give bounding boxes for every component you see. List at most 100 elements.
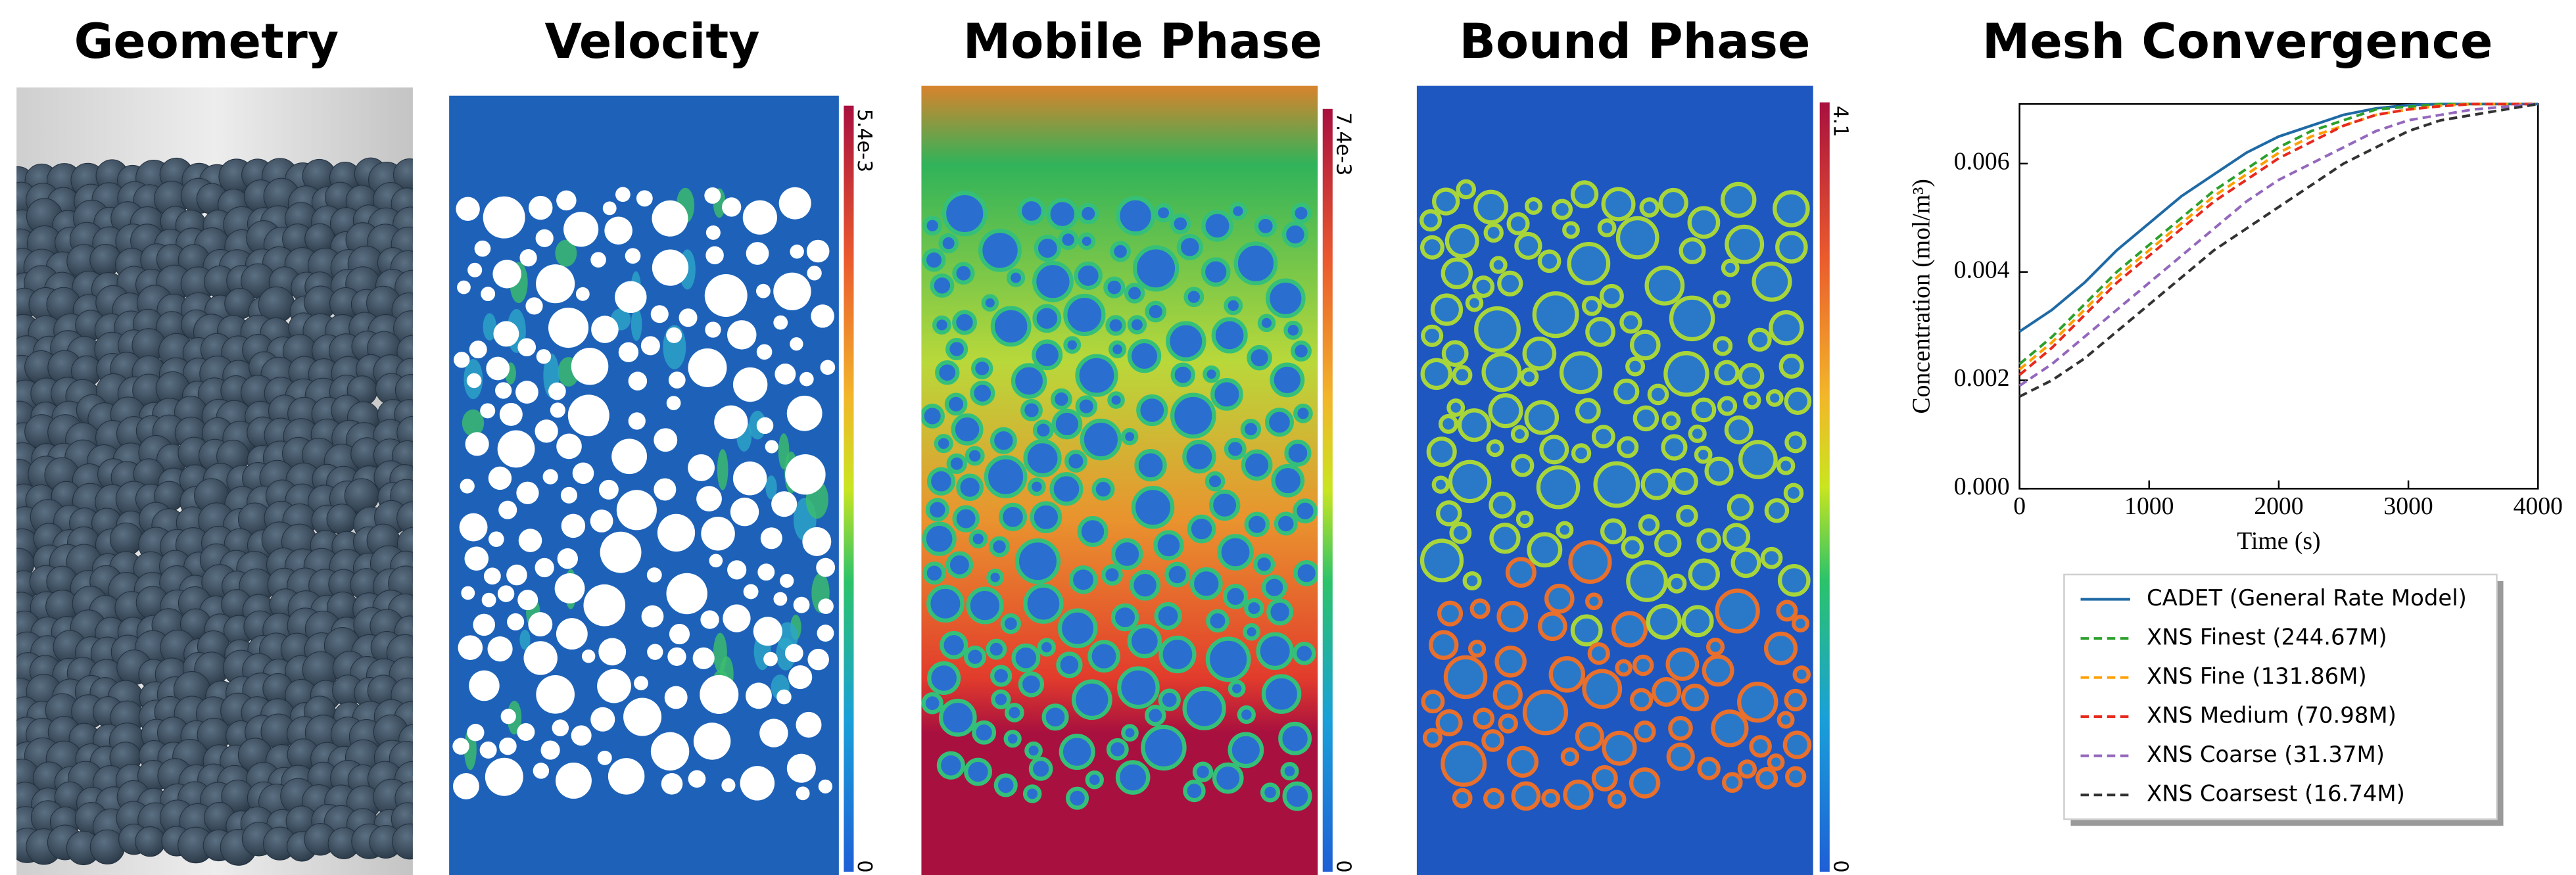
particle <box>1610 792 1624 807</box>
particle <box>785 454 825 494</box>
particle <box>705 274 748 317</box>
particle <box>495 382 512 398</box>
particle <box>568 394 609 436</box>
particle <box>972 383 993 404</box>
particle <box>573 462 594 484</box>
particle <box>759 719 788 747</box>
particle <box>623 698 661 736</box>
particle <box>1243 452 1270 479</box>
particle <box>973 360 991 377</box>
particle <box>1723 184 1754 216</box>
particle <box>667 648 686 666</box>
particle <box>1147 303 1164 320</box>
particle <box>780 574 794 588</box>
particle <box>773 273 811 310</box>
particle <box>571 725 592 745</box>
particle <box>485 758 523 796</box>
particle <box>1467 296 1481 310</box>
particle <box>1716 362 1737 383</box>
particle <box>1650 386 1667 403</box>
particle <box>599 480 619 500</box>
particle <box>519 529 542 552</box>
particle <box>924 218 940 233</box>
particle <box>1707 459 1732 484</box>
particle <box>779 187 811 220</box>
particle <box>727 560 746 579</box>
particle <box>1729 496 1752 518</box>
particle <box>1663 437 1685 459</box>
particle <box>1123 726 1136 740</box>
particle <box>1034 342 1061 369</box>
particle <box>1035 421 1052 438</box>
particle <box>939 753 963 778</box>
particle <box>1450 462 1489 501</box>
particle <box>721 778 735 792</box>
particle <box>647 644 663 660</box>
particle <box>1623 538 1642 556</box>
particle <box>1690 561 1718 588</box>
particle <box>1080 518 1107 545</box>
particle <box>991 538 1008 556</box>
particle <box>1272 365 1303 396</box>
flow-spot <box>717 449 728 490</box>
particle <box>517 590 538 610</box>
particle <box>493 321 519 346</box>
particle <box>1044 705 1067 728</box>
particle <box>1669 745 1693 769</box>
particle <box>1293 205 1309 222</box>
particle <box>1001 505 1025 529</box>
particle <box>499 738 517 755</box>
particle <box>1491 395 1521 426</box>
particle <box>1454 367 1471 383</box>
particle <box>1068 789 1087 808</box>
y-tick-label: 0.002 <box>1954 364 2010 392</box>
particle <box>1119 669 1157 707</box>
particle <box>1274 466 1303 496</box>
particle <box>1540 613 1565 639</box>
particle <box>1684 607 1712 635</box>
particle <box>1525 339 1554 368</box>
particle <box>1243 421 1259 437</box>
particle <box>1654 679 1679 705</box>
particle <box>657 514 695 552</box>
particle <box>1185 782 1203 800</box>
particle <box>688 348 727 387</box>
particle <box>1256 217 1275 235</box>
particle <box>1184 442 1214 471</box>
particle <box>1569 244 1609 283</box>
particle <box>1130 317 1145 332</box>
particle <box>1017 540 1059 582</box>
particle <box>1189 517 1214 542</box>
particle <box>1207 473 1223 489</box>
particle <box>1594 427 1613 446</box>
particle <box>1465 573 1480 588</box>
particle <box>953 415 982 444</box>
colorbar-min: 0 <box>1331 860 1354 872</box>
particle <box>1060 231 1076 248</box>
particle <box>757 417 774 435</box>
particle <box>1681 239 1704 262</box>
particle <box>944 193 985 234</box>
particle <box>1781 356 1802 377</box>
particle <box>1103 566 1120 583</box>
particle <box>467 373 482 389</box>
particle <box>590 252 606 268</box>
particle <box>733 461 767 495</box>
particle <box>1239 707 1254 722</box>
particle <box>453 773 479 799</box>
particle <box>1794 617 1807 630</box>
flow-spot <box>713 633 727 673</box>
particle <box>576 287 590 301</box>
particle <box>556 191 577 211</box>
particle <box>773 316 788 330</box>
legend-label: XNS Coarsest (16.74M) <box>2147 781 2405 807</box>
particle <box>583 584 625 627</box>
particle <box>1032 503 1061 531</box>
particle <box>1205 367 1218 381</box>
particle <box>525 297 542 314</box>
flow-spot <box>631 308 642 341</box>
figure: Geometry Velocity Mobile Phase Bound Pha… <box>0 0 2576 875</box>
particle <box>629 371 648 390</box>
particle <box>1541 437 1567 463</box>
sphere <box>135 827 165 857</box>
